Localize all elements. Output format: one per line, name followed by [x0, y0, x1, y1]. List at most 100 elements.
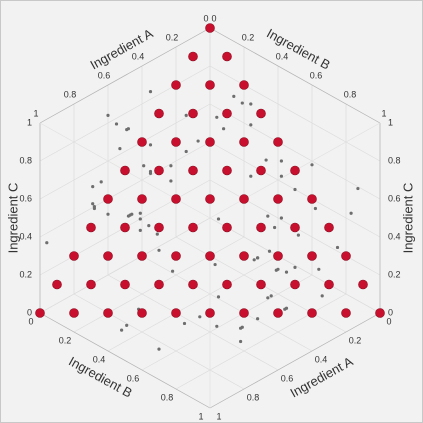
data-point	[182, 321, 187, 326]
data-point	[148, 171, 153, 175]
y-tick-label: 0.4	[93, 354, 106, 364]
data-point	[138, 211, 142, 215]
grid-line	[107, 255, 279, 352]
box-edge	[39, 27, 211, 124]
data-point	[249, 174, 253, 178]
data-point	[198, 315, 202, 319]
data-point	[138, 228, 142, 232]
x-tick-label: 1	[216, 411, 221, 421]
data-point	[215, 324, 219, 328]
data-point	[188, 222, 198, 233]
data-point	[86, 222, 96, 233]
data-point	[279, 159, 283, 163]
data-point	[205, 194, 215, 204]
y-tick-label: 0.2	[242, 32, 255, 42]
data-point	[222, 279, 232, 290]
data-point	[256, 317, 260, 321]
data-point	[249, 102, 253, 106]
z-tick-label: 0.6	[19, 193, 32, 203]
data-point	[216, 217, 221, 221]
data-point	[273, 308, 283, 318]
data-point	[154, 108, 164, 119]
data-point	[358, 279, 368, 290]
z-tick-label: 0.8	[19, 155, 32, 165]
data-point	[290, 222, 300, 233]
data-point	[279, 216, 283, 220]
data-point	[356, 186, 360, 191]
data-point	[324, 222, 334, 233]
data-point	[171, 137, 181, 147]
data-point	[205, 251, 215, 261]
z-tick-label: 0.2	[388, 269, 401, 279]
data-point	[205, 23, 215, 33]
data-point	[188, 108, 198, 119]
x-tick-label: 0	[203, 13, 208, 23]
data-point	[307, 308, 317, 318]
data-point	[157, 248, 161, 252]
data-point	[349, 211, 353, 215]
data-point	[264, 158, 268, 162]
grid-line	[39, 103, 211, 200]
data-point	[86, 279, 96, 290]
data-point	[128, 213, 132, 217]
data-point	[307, 251, 317, 261]
data-point	[213, 262, 217, 267]
data-point	[222, 222, 232, 233]
y-tick-label: 0.8	[344, 89, 357, 99]
data-point	[205, 137, 215, 147]
data-point	[252, 258, 256, 262]
data-point	[154, 222, 164, 233]
data-point	[91, 185, 95, 189]
grid-line	[39, 217, 211, 314]
data-point	[142, 164, 146, 168]
data-point	[222, 165, 232, 176]
grid-line	[209, 103, 381, 200]
box-edge	[39, 312, 211, 409]
y-tick-label: 0.4	[276, 51, 289, 61]
x-tick-label: 0.8	[64, 89, 77, 99]
z-tick-label: 0.8	[388, 155, 401, 165]
data-point	[240, 325, 244, 329]
data-point	[324, 279, 334, 290]
data-point	[335, 245, 340, 250]
grid-line	[39, 65, 211, 162]
grid-line	[39, 141, 211, 238]
y-tick-label: 0.6	[310, 70, 323, 80]
y-tick-label: 1	[381, 108, 386, 118]
data-point	[239, 308, 249, 318]
data-point	[138, 217, 142, 221]
data-point	[269, 294, 273, 298]
data-point	[171, 251, 181, 261]
data-point	[290, 165, 300, 176]
data-point	[125, 323, 129, 327]
data-point	[103, 251, 113, 261]
data-point	[171, 269, 175, 273]
z-tick-label: 0.2	[19, 269, 32, 279]
data-point	[232, 94, 236, 98]
data-point	[120, 328, 124, 332]
data-point	[307, 194, 317, 204]
data-point	[137, 137, 147, 147]
walls	[39, 27, 381, 409]
z-tick-label: 1	[388, 117, 393, 127]
grid-line	[141, 274, 313, 371]
x-tick-label: 0	[386, 316, 391, 326]
data-point	[256, 256, 260, 260]
data-point	[273, 251, 283, 261]
data-point	[205, 308, 215, 318]
y-tick-label: 1	[198, 411, 203, 421]
data-point	[375, 308, 385, 318]
grid-line	[107, 274, 279, 371]
data-point	[273, 137, 283, 147]
data-point	[256, 222, 266, 233]
data-point	[239, 251, 249, 261]
x-tick-label: 0.8	[247, 392, 260, 402]
data-point	[103, 194, 113, 204]
x-tick-label: 0.4	[132, 51, 145, 61]
data-point	[313, 206, 317, 211]
z-axis-title: Ingredient C	[5, 183, 20, 254]
data-point	[35, 308, 45, 318]
data-point	[279, 174, 283, 178]
